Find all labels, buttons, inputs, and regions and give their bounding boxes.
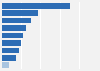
Bar [2,62,9,68]
Bar [2,48,19,53]
Bar [2,10,38,16]
Bar [2,25,26,31]
Bar [2,18,31,23]
Bar [2,40,21,46]
Bar [2,55,16,60]
Bar [2,33,23,38]
Bar [2,3,70,9]
